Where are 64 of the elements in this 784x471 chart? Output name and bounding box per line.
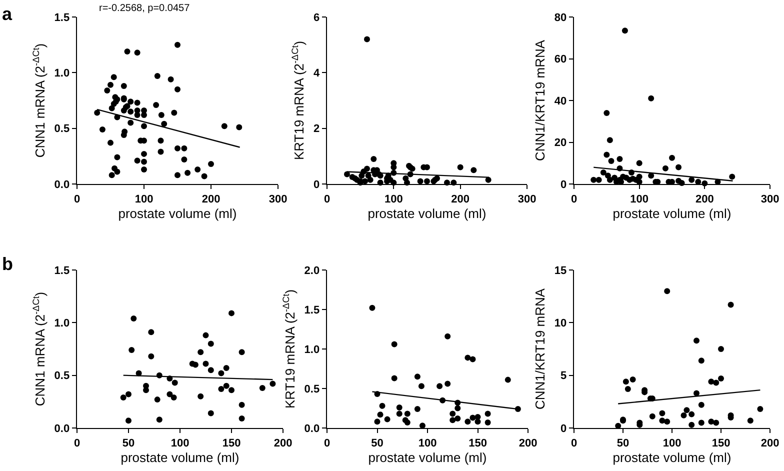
- y-tick-label: 0: [560, 422, 567, 435]
- x-axis-title: prostate volume (ml): [368, 206, 486, 221]
- x-tick-label: 0: [570, 193, 578, 206]
- text: a: [2, 4, 13, 24]
- text: r=-0.2568, p=0.0457: [99, 3, 190, 14]
- x-tick-label: 0: [570, 437, 578, 450]
- y-tick-label: 1.5: [54, 264, 70, 277]
- y-tick-label: 15: [554, 264, 567, 277]
- y-tick-label: 0.0: [304, 422, 320, 435]
- y-tick-label: 0.5: [54, 370, 70, 382]
- y-tick-label: 5: [560, 370, 567, 382]
- y-tick-label: 80: [554, 12, 567, 24]
- y-tick-label: 1.5: [304, 304, 320, 316]
- y-tick-label: 1.5: [54, 12, 70, 24]
- y-tick-label: 2: [313, 123, 320, 136]
- x-tick-label: 200: [202, 193, 220, 206]
- y-tick-label: 10: [554, 318, 567, 330]
- x-tick-label: 200: [518, 437, 538, 450]
- x-tick-label: 100: [134, 193, 154, 206]
- x-axis-title: prostate volume (ml): [368, 450, 487, 465]
- x-tick-label: 100: [418, 437, 437, 450]
- y-tick-label: 0.0: [54, 178, 70, 191]
- y-axis-title: CNN1/KRT19 mRNA: [532, 40, 548, 162]
- y-tick-label: 0.5: [304, 383, 320, 396]
- x-tick-label: 100: [170, 437, 190, 450]
- x-tick-label: 100: [630, 193, 649, 206]
- text: b: [2, 254, 13, 274]
- y-tick-label: 6: [313, 12, 320, 24]
- y-tick-label: 4: [313, 68, 320, 80]
- y-tick-label: 1.0: [54, 68, 70, 80]
- x-axis-title: prostate volume (ml): [612, 450, 732, 465]
- x-tick-label: 300: [760, 193, 780, 206]
- x-axis-title: prostate volume (ml): [612, 206, 732, 221]
- y-tick-label: 0.5: [54, 123, 70, 136]
- x-tick-label: 200: [274, 437, 292, 450]
- x-tick-label: 150: [712, 437, 730, 450]
- y-tick-label: 0: [313, 178, 320, 191]
- y-tick-label: 0: [560, 178, 567, 191]
- y-axis-title: CNN1/KRT19 mRNA: [532, 288, 548, 410]
- x-tick-label: 0: [324, 437, 330, 450]
- x-axis-title: prostate volume (ml): [118, 206, 237, 221]
- x-tick-label: 200: [451, 193, 470, 206]
- y-tick-label: 1.0: [304, 344, 320, 356]
- x-tick-label: 150: [468, 437, 487, 450]
- x-axis-title: prostate volume (ml): [120, 450, 240, 465]
- x-tick-label: 200: [760, 437, 780, 450]
- x-tick-label: 0: [324, 193, 330, 206]
- x-tick-label: 0: [74, 437, 80, 450]
- y-tick-label: 40: [554, 95, 567, 108]
- y-tick-label: 20: [554, 137, 567, 150]
- x-tick-label: 50: [122, 437, 135, 450]
- x-tick-label: 200: [695, 193, 714, 206]
- x-tick-label: 50: [371, 437, 384, 450]
- y-tick-label: 1.0: [54, 318, 70, 330]
- x-tick-label: 300: [518, 193, 536, 206]
- x-tick-label: 100: [662, 437, 682, 450]
- x-tick-label: 150: [222, 437, 241, 450]
- y-tick-label: 2.0: [304, 264, 320, 277]
- x-tick-label: 0: [74, 193, 80, 206]
- x-tick-label: 100: [384, 193, 403, 206]
- x-tick-label: 300: [268, 193, 288, 206]
- y-tick-label: 60: [554, 54, 567, 66]
- x-tick-label: 50: [616, 437, 630, 450]
- y-tick-label: 0.0: [54, 422, 70, 435]
